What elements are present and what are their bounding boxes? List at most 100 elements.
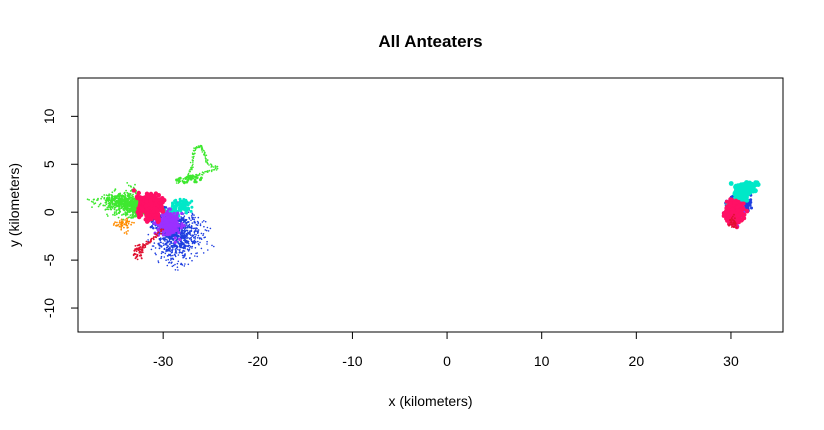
data-point — [125, 224, 128, 227]
data-point — [174, 269, 177, 271]
data-point — [113, 212, 116, 215]
data-point — [190, 226, 192, 229]
data-point — [101, 195, 103, 198]
data-point — [734, 217, 736, 220]
data-point — [736, 190, 742, 195]
data-point — [171, 249, 174, 251]
data-point — [185, 211, 188, 215]
data-point — [203, 220, 205, 222]
data-point — [114, 214, 116, 217]
data-point — [726, 214, 731, 219]
data-point — [109, 200, 112, 203]
data-point — [210, 164, 213, 167]
data-point — [118, 211, 121, 214]
data-point — [123, 202, 125, 205]
data-point — [213, 245, 215, 248]
data-point — [198, 244, 200, 246]
data-point — [109, 206, 112, 209]
data-point — [205, 157, 207, 160]
data-point — [190, 225, 193, 227]
data-point — [190, 252, 193, 255]
data-point — [125, 217, 128, 220]
data-point — [190, 215, 193, 217]
data-point — [174, 208, 178, 212]
data-point — [182, 256, 184, 259]
data-point — [206, 159, 209, 162]
data-point — [128, 220, 131, 223]
data-point — [122, 199, 124, 202]
x-tick-label: 10 — [534, 353, 550, 369]
data-point — [97, 197, 99, 200]
data-point — [129, 214, 132, 217]
data-point — [173, 253, 176, 256]
data-point — [160, 245, 163, 248]
data-point — [190, 234, 192, 236]
data-point — [107, 208, 110, 211]
data-point — [104, 201, 107, 204]
data-point — [199, 224, 202, 227]
data-point — [192, 159, 194, 162]
data-point — [105, 203, 108, 206]
data-point — [120, 222, 123, 225]
data-point — [157, 242, 160, 245]
data-point — [181, 252, 183, 254]
data-point — [129, 195, 131, 198]
data-point — [167, 241, 169, 244]
x-tick-label: 20 — [629, 353, 645, 369]
data-point — [98, 203, 101, 206]
data-point — [190, 219, 192, 222]
data-point — [119, 197, 122, 200]
data-point — [182, 180, 184, 183]
data-point — [136, 258, 139, 261]
data-point — [216, 167, 219, 170]
data-point — [110, 197, 113, 200]
data-point — [740, 201, 745, 206]
data-point — [197, 240, 199, 243]
data-point — [183, 233, 186, 235]
data-point — [111, 202, 114, 205]
data-point — [145, 240, 148, 243]
data-point — [150, 237, 153, 240]
data-point — [189, 209, 193, 213]
data-point — [182, 250, 184, 252]
data-point — [118, 193, 120, 196]
data-point — [163, 256, 166, 258]
data-point — [193, 147, 195, 149]
data-point — [135, 247, 138, 250]
data-point — [129, 185, 132, 188]
data-point — [197, 231, 199, 234]
data-point — [114, 221, 116, 224]
data-point — [735, 226, 738, 229]
data-point — [193, 178, 197, 182]
data-point — [215, 169, 218, 171]
data-point — [135, 256, 138, 259]
data-point — [168, 247, 171, 250]
data-point — [178, 207, 181, 211]
data-point — [119, 199, 122, 202]
data-point — [174, 251, 177, 254]
data-point — [111, 191, 114, 194]
data-point — [186, 175, 189, 177]
data-point — [126, 211, 129, 214]
data-point — [208, 170, 211, 172]
data-point — [127, 226, 129, 229]
data-point — [123, 223, 126, 226]
data-point — [173, 240, 177, 244]
data-point — [187, 206, 191, 210]
data-point — [730, 226, 733, 228]
data-point — [191, 247, 193, 249]
data-point — [201, 221, 204, 223]
data-point — [197, 234, 200, 237]
data-point — [177, 242, 180, 245]
data-point — [107, 200, 110, 203]
data-point — [132, 197, 136, 201]
data-point — [146, 216, 151, 221]
data-point — [169, 259, 172, 261]
y-axis: -10 -5 0 5 10 — [41, 108, 79, 318]
data-point — [162, 221, 166, 225]
data-point — [137, 247, 140, 250]
data-point — [183, 239, 185, 242]
data-point — [189, 161, 192, 164]
x-tick-label: -10 — [342, 353, 362, 369]
